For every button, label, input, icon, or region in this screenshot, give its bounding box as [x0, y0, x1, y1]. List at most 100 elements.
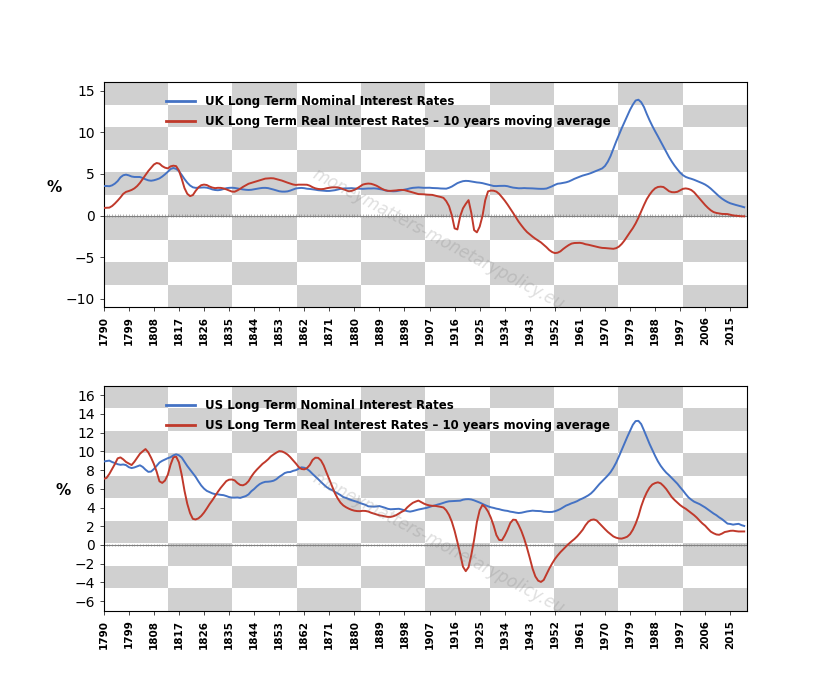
- Bar: [104, 239, 168, 262]
- Bar: [104, 565, 168, 588]
- Bar: [554, 453, 618, 475]
- Bar: [618, 521, 683, 543]
- Bar: [361, 386, 425, 408]
- Bar: [297, 453, 361, 475]
- Bar: [554, 262, 618, 285]
- Bar: [618, 285, 683, 307]
- Bar: [168, 82, 232, 105]
- Bar: [297, 128, 361, 150]
- Bar: [618, 431, 683, 453]
- Legend: UK Long Term Nominal Interest Rates, UK Long Term Real Interest Rates – 10 years: UK Long Term Nominal Interest Rates, UK …: [161, 91, 615, 133]
- Bar: [683, 588, 747, 611]
- Bar: [104, 105, 168, 128]
- Bar: [490, 262, 554, 285]
- Bar: [168, 475, 232, 498]
- Bar: [168, 172, 232, 195]
- Bar: [683, 239, 747, 262]
- Bar: [168, 105, 232, 128]
- Bar: [104, 128, 168, 150]
- Bar: [425, 195, 490, 217]
- Bar: [297, 588, 361, 611]
- Bar: [361, 408, 425, 431]
- Bar: [425, 543, 490, 565]
- Bar: [425, 150, 490, 172]
- Bar: [425, 105, 490, 128]
- Bar: [168, 128, 232, 150]
- Bar: [361, 262, 425, 285]
- Bar: [232, 543, 297, 565]
- Bar: [232, 150, 297, 172]
- Bar: [490, 543, 554, 565]
- Bar: [683, 565, 747, 588]
- Bar: [490, 498, 554, 521]
- Bar: [361, 565, 425, 588]
- Bar: [232, 105, 297, 128]
- Bar: [554, 105, 618, 128]
- Bar: [232, 453, 297, 475]
- Bar: [490, 408, 554, 431]
- Bar: [618, 262, 683, 285]
- Bar: [104, 431, 168, 453]
- Bar: [618, 195, 683, 217]
- Bar: [554, 543, 618, 565]
- Bar: [618, 217, 683, 239]
- Bar: [361, 239, 425, 262]
- Bar: [168, 195, 232, 217]
- Bar: [425, 475, 490, 498]
- Bar: [683, 105, 747, 128]
- Bar: [554, 195, 618, 217]
- Bar: [104, 150, 168, 172]
- Bar: [104, 453, 168, 475]
- Bar: [425, 565, 490, 588]
- Bar: [297, 543, 361, 565]
- Bar: [618, 82, 683, 105]
- Bar: [554, 498, 618, 521]
- Bar: [361, 521, 425, 543]
- Bar: [361, 588, 425, 611]
- Bar: [425, 172, 490, 195]
- Bar: [618, 565, 683, 588]
- Bar: [618, 408, 683, 431]
- Bar: [297, 498, 361, 521]
- Bar: [361, 105, 425, 128]
- Bar: [104, 543, 168, 565]
- Bar: [425, 386, 490, 408]
- Bar: [168, 453, 232, 475]
- Bar: [104, 475, 168, 498]
- Bar: [425, 588, 490, 611]
- Bar: [490, 105, 554, 128]
- Bar: [297, 386, 361, 408]
- Bar: [361, 431, 425, 453]
- Bar: [554, 150, 618, 172]
- Bar: [425, 285, 490, 307]
- Bar: [554, 588, 618, 611]
- Bar: [232, 82, 297, 105]
- Bar: [490, 128, 554, 150]
- Bar: [490, 150, 554, 172]
- Bar: [104, 262, 168, 285]
- Bar: [683, 82, 747, 105]
- Bar: [104, 521, 168, 543]
- Bar: [297, 217, 361, 239]
- Bar: [361, 172, 425, 195]
- Bar: [554, 172, 618, 195]
- Bar: [104, 82, 168, 105]
- Bar: [168, 521, 232, 543]
- Bar: [490, 195, 554, 217]
- Text: moneymatters-monetarypolicy.eu: moneymatters-monetarypolicy.eu: [310, 165, 567, 314]
- Bar: [554, 128, 618, 150]
- Bar: [554, 431, 618, 453]
- Bar: [104, 195, 168, 217]
- Bar: [361, 498, 425, 521]
- Bar: [297, 262, 361, 285]
- Bar: [361, 195, 425, 217]
- Bar: [168, 386, 232, 408]
- Bar: [168, 431, 232, 453]
- Bar: [490, 521, 554, 543]
- Bar: [104, 498, 168, 521]
- Bar: [297, 150, 361, 172]
- Bar: [361, 453, 425, 475]
- Bar: [168, 565, 232, 588]
- Bar: [683, 453, 747, 475]
- Bar: [683, 195, 747, 217]
